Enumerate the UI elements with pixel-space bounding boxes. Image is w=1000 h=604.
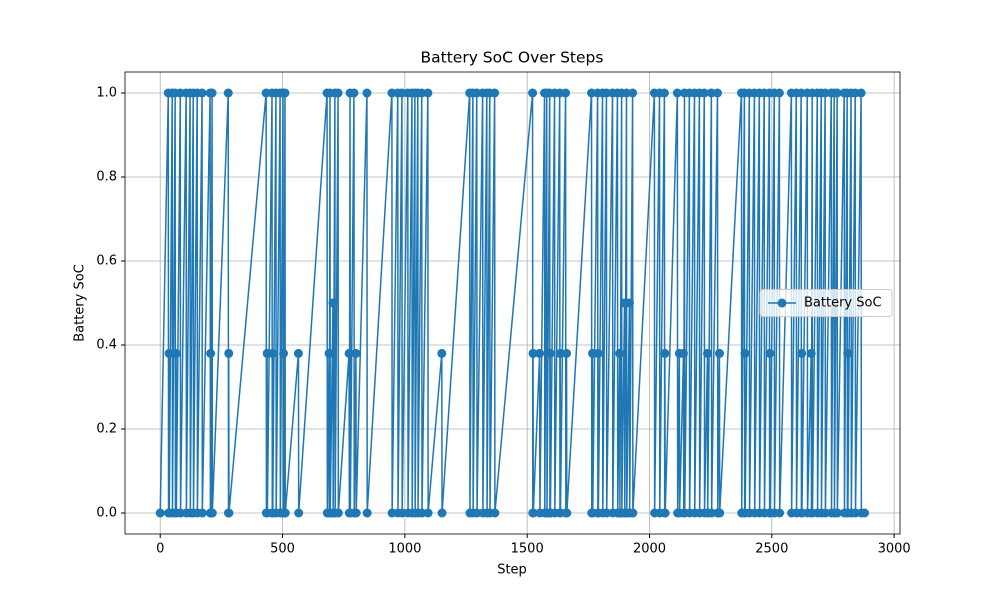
data-point: [223, 88, 233, 98]
y-tick-label: 0.4: [96, 338, 117, 353]
data-point: [490, 88, 500, 98]
y-tick-label: 0.8: [96, 170, 117, 185]
data-point: [714, 348, 724, 358]
plot-frame: [124, 71, 901, 535]
data-point: [423, 508, 433, 518]
data-line: [159, 92, 865, 514]
x-tick-label: 2000: [633, 542, 666, 557]
data-point: [164, 348, 174, 358]
data-point: [197, 508, 207, 518]
data-point: [279, 348, 289, 358]
data-point: [672, 88, 682, 98]
data-point: [155, 508, 165, 518]
data-point: [860, 508, 870, 518]
data-point: [806, 348, 816, 358]
data-point: [528, 348, 538, 358]
data-point: [437, 508, 447, 518]
legend-box: [759, 289, 893, 317]
data-point: [490, 508, 500, 518]
data-point: [702, 348, 712, 358]
data-point: [324, 348, 334, 358]
legend-marker: [777, 298, 787, 308]
data-point: [423, 88, 433, 98]
y-tick-label: 1.0: [96, 86, 117, 101]
y-tick-label: 0.6: [96, 254, 117, 269]
data-point: [344, 348, 354, 358]
legend-label: Battery SoC: [804, 296, 882, 311]
data-point: [615, 348, 625, 358]
data-point: [628, 508, 638, 518]
data-point: [593, 348, 603, 358]
data-point: [224, 508, 234, 518]
data-point: [206, 348, 216, 358]
data-point: [333, 88, 343, 98]
data-point: [351, 348, 361, 358]
data-point: [207, 508, 217, 518]
data-point: [280, 88, 290, 98]
data-point: [545, 348, 555, 358]
data-point: [528, 88, 538, 98]
data-point: [659, 88, 669, 98]
data-point: [562, 508, 572, 518]
data-point: [660, 508, 670, 518]
data-point: [207, 88, 217, 98]
x-tick-label: 1500: [511, 542, 544, 557]
x-axis-label: Step: [497, 563, 527, 578]
x-tick-label: 0: [156, 542, 164, 557]
data-point: [856, 88, 866, 98]
data-point: [797, 348, 807, 358]
data-point: [351, 508, 361, 518]
data-point: [293, 348, 303, 358]
data-point: [624, 298, 634, 308]
data-point: [268, 348, 278, 358]
x-tick-label: 500: [270, 542, 295, 557]
data-point: [197, 88, 207, 98]
data-point: [294, 508, 304, 518]
y-tick-label: 0.0: [96, 506, 117, 521]
data-point: [678, 348, 688, 358]
data-point: [843, 348, 853, 358]
data-point: [349, 88, 359, 98]
data-point: [699, 88, 709, 98]
data-point: [740, 348, 750, 358]
x-tick-label: 2500: [755, 542, 788, 557]
data-point: [224, 348, 234, 358]
data-point: [362, 88, 372, 98]
y-tick-label: 0.2: [96, 422, 117, 437]
data-point: [328, 298, 338, 308]
y-axis-label: Battery SoC: [73, 264, 88, 342]
data-point: [561, 88, 571, 98]
data-point: [713, 88, 723, 98]
data-point: [562, 348, 572, 358]
x-tick-label: 1000: [388, 542, 421, 557]
data-point: [765, 348, 775, 358]
data-point: [528, 508, 538, 518]
data-point: [832, 88, 842, 98]
data-point: [832, 508, 842, 518]
data-point: [628, 88, 638, 98]
data-point: [775, 508, 785, 518]
data-point: [171, 348, 181, 358]
data-point: [280, 508, 290, 518]
data-point: [774, 88, 784, 98]
data-point: [660, 348, 670, 358]
data-point: [333, 508, 343, 518]
data-point: [362, 508, 372, 518]
data-point: [535, 348, 545, 358]
chart-title: Battery SoC Over Steps: [421, 49, 604, 67]
data-point: [715, 508, 725, 518]
data-point: [437, 348, 447, 358]
data-point: [555, 348, 565, 358]
x-tick-label: 3000: [878, 542, 911, 557]
